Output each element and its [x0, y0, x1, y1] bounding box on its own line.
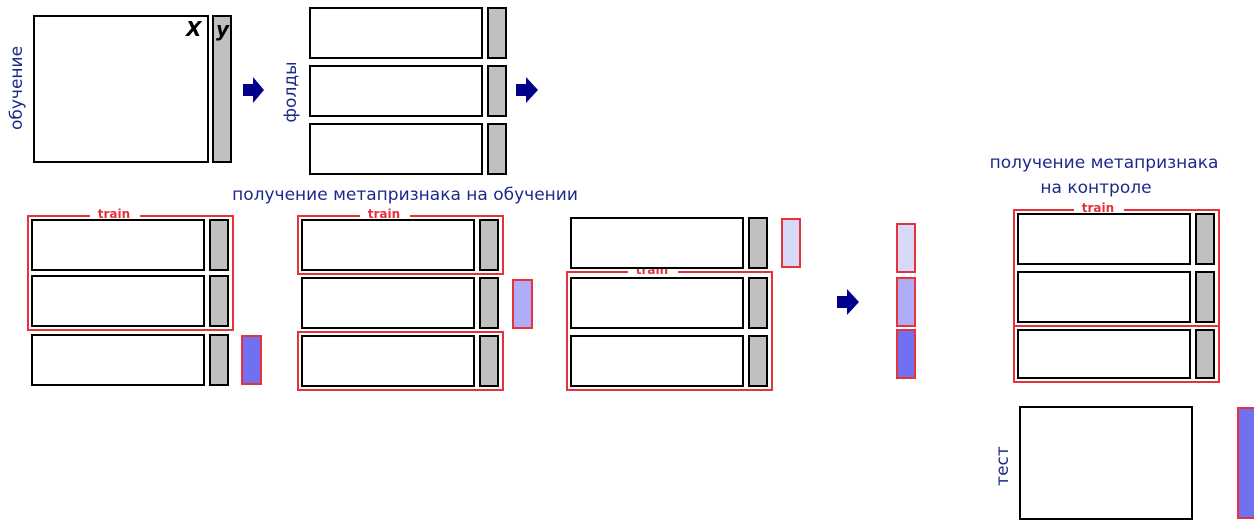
train-tag: train — [98, 207, 130, 221]
meta-feature-fold-1 — [897, 224, 915, 272]
training-block: обучение X y — [7, 16, 231, 162]
fold-2-x — [310, 66, 482, 116]
meta-prediction-fold-2 — [513, 280, 532, 328]
meta-feature-fold-2 — [897, 278, 915, 326]
fold-3-x — [32, 335, 204, 385]
fold-1-x — [1018, 214, 1190, 264]
assembled-meta-feature — [897, 224, 915, 378]
fold-1-y — [480, 220, 498, 270]
right-arrow-icon — [837, 289, 859, 315]
folds-block: фолды — [281, 8, 506, 174]
fold-2-x — [571, 278, 743, 328]
fold-2-y — [488, 66, 506, 116]
fold-1-x — [571, 218, 743, 268]
fold-3-x — [571, 336, 743, 386]
fold-1-x — [302, 220, 474, 270]
fold-2-x — [1018, 272, 1190, 322]
right-arrow-icon — [516, 77, 538, 103]
folds-label: фолды — [281, 62, 301, 123]
fold-3-y — [1196, 330, 1214, 378]
training-label: обучение — [7, 46, 27, 130]
test-matrix-x — [1020, 407, 1192, 519]
y-letter: y — [216, 17, 230, 41]
fold-2-y — [749, 278, 767, 328]
meta-feature-fold-3 — [897, 330, 915, 378]
fold-1-y — [749, 218, 767, 268]
test-block: тест — [993, 407, 1254, 519]
fold-2-y — [480, 278, 498, 328]
meta-prediction-fold-1 — [782, 219, 800, 267]
fold-2-x — [302, 278, 474, 328]
fold-3-x — [310, 124, 482, 174]
fold-1-y — [1196, 214, 1214, 264]
iteration-1: train — [28, 207, 261, 385]
test-label: тест — [993, 446, 1013, 486]
fold-3-x — [1018, 330, 1190, 378]
train-tag: train — [368, 207, 400, 221]
fold-3-y — [749, 336, 767, 386]
fold-1-x — [310, 8, 482, 58]
iteration-2: train — [298, 207, 532, 390]
meta-on-training-caption: получение метапризнака на обучении — [232, 185, 578, 205]
fold-2-y — [210, 276, 228, 326]
right-arrow-icon — [243, 77, 264, 103]
meta-on-control-caption-line-1: получение метапризнака — [990, 153, 1219, 173]
fold-3-y — [210, 335, 228, 385]
fold-1-y — [210, 220, 228, 270]
meta-on-control-caption-line-2: на контроле — [1040, 178, 1151, 198]
test-meta-feature — [1238, 408, 1254, 518]
fold-2-x — [32, 276, 204, 326]
fold-1-x — [32, 220, 204, 270]
fold-3-x — [302, 336, 474, 386]
x-letter: X — [184, 17, 203, 41]
meta-prediction-fold-3 — [242, 336, 261, 384]
fold-3-y — [488, 124, 506, 174]
control-block: train — [1014, 201, 1219, 382]
fold-2-y — [1196, 272, 1214, 322]
fold-1-y — [488, 8, 506, 58]
fold-3-y — [480, 336, 498, 386]
iteration-3: train — [567, 218, 800, 390]
train-tag: train — [1082, 201, 1114, 215]
feature-matrix-x — [34, 16, 208, 162]
